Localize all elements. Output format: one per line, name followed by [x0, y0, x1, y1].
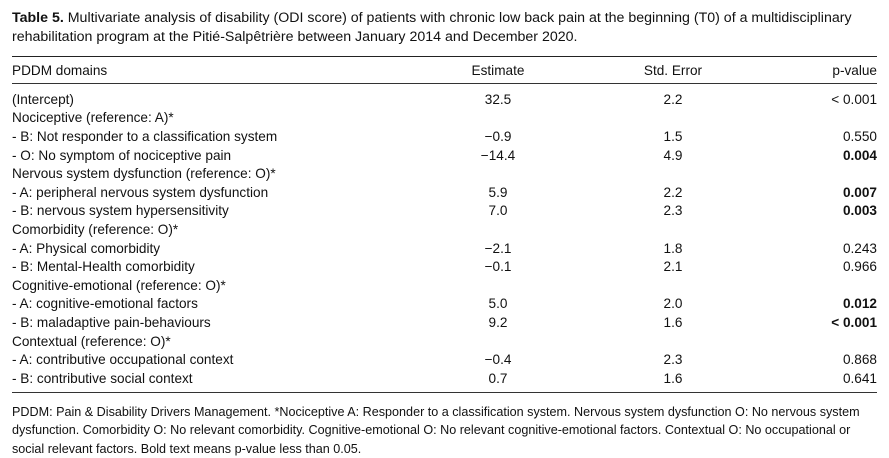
- row-estimate: [416, 109, 580, 128]
- row-estimate: [416, 220, 580, 239]
- table-row: - O: No symptom of nociceptive pain −14.4…: [12, 146, 877, 165]
- table-footnote: PDDM: Pain & Disability Drivers Manageme…: [12, 404, 860, 456]
- row-std-error: 2.1: [663, 259, 683, 275]
- table-row: - A: contributive occupational context −0…: [12, 350, 877, 369]
- row-p-value: 0.004: [842, 147, 877, 163]
- row-p-value: 0.243: [842, 240, 877, 256]
- row-p-value: < 0.001: [831, 91, 877, 107]
- header-estimate: Estimate: [471, 62, 525, 78]
- results-table: PDDM domains Estimate Std. Error p-value: [12, 57, 877, 83]
- row-std-error: [580, 164, 766, 183]
- row-p-value: 0.868: [842, 352, 877, 368]
- header-row: PDDM domains Estimate Std. Error p-value: [12, 57, 877, 83]
- row-label: Nociceptive (reference: A)*: [12, 110, 174, 126]
- row-estimate: −0.9: [484, 128, 512, 144]
- row-std-error: 2.3: [663, 203, 683, 219]
- row-label: - B: contributive social context: [12, 370, 193, 386]
- table-row: - A: Physical comorbidity −2.1 1.8 0.243: [12, 239, 877, 258]
- header-p-value: p-value: [832, 62, 877, 78]
- row-estimate: [416, 164, 580, 183]
- row-label: Cognitive-emotional (reference: O)*: [12, 277, 226, 293]
- row-p-value: 0.012: [842, 296, 877, 312]
- row-estimate: 0.7: [488, 370, 508, 386]
- row-std-error: [580, 220, 766, 239]
- row-label: - A: cognitive-emotional factors: [12, 296, 198, 312]
- row-estimate: −0.1: [484, 259, 512, 275]
- row-label: - A: contributive occupational context: [12, 352, 234, 368]
- results-body: (Intercept) 32.5 2.2 < 0.001 Nociceptive (re…: [12, 84, 877, 388]
- row-label: Contextual (reference: O)*: [12, 333, 171, 349]
- row-label: - A: Physical comorbidity: [12, 240, 161, 256]
- header-rule: [12, 83, 877, 84]
- row-label: Nervous system dysfunction (reference: O…: [12, 166, 276, 182]
- table-row: Nervous system dysfunction (reference: O…: [12, 164, 877, 183]
- row-p-value: 0.550: [842, 128, 877, 144]
- row-estimate: 9.2: [488, 314, 508, 330]
- bottom-rule: [12, 391, 877, 393]
- table-row: - B: Not responder to a classification s…: [12, 127, 877, 146]
- row-p-value: 0.007: [842, 184, 877, 200]
- row-estimate: 5.9: [488, 184, 508, 200]
- row-estimate: −2.1: [484, 240, 512, 256]
- caption-text: Multivariate analysis of disability (ODI…: [12, 10, 852, 45]
- row-estimate: 5.0: [488, 296, 508, 312]
- table-row: - B: contributive social context 0.7 1.6 0.…: [12, 369, 877, 388]
- table-row: (Intercept) 32.5 2.2 < 0.001: [12, 90, 877, 109]
- row-std-error: 1.5: [663, 128, 683, 144]
- row-label: - B: nervous system hypersensitivity: [12, 203, 229, 219]
- row-label: - B: Not responder to a classification s…: [12, 128, 278, 144]
- table-row: Contextual (reference: O)*: [12, 332, 877, 351]
- row-estimate: −14.4: [480, 147, 516, 163]
- row-p-value: 0.003: [842, 203, 877, 219]
- row-std-error: 1.6: [663, 314, 683, 330]
- row-std-error: 2.2: [663, 184, 683, 200]
- row-p-value: [766, 220, 877, 239]
- table-row: - B: nervous system hypersensitivity 7.0 2…: [12, 202, 877, 221]
- row-estimate: [416, 276, 580, 295]
- row-estimate: 7.0: [488, 203, 508, 219]
- row-p-value: [766, 109, 877, 128]
- table-row: Comorbidity (reference: O)*: [12, 220, 877, 239]
- row-std-error: 2.3: [663, 352, 683, 368]
- table-row: Nociceptive (reference: A)*: [12, 109, 877, 128]
- row-p-value: 0.641: [842, 370, 877, 386]
- row-std-error: 2.2: [663, 91, 683, 107]
- table-row: - A: cognitive-emotional factors 5.0 2.0 0.…: [12, 295, 877, 314]
- row-label: - A: peripheral nervous system dysfuncti…: [12, 184, 269, 200]
- table-row: - A: peripheral nervous system dysfuncti…: [12, 183, 877, 202]
- row-label: Comorbidity (reference: O)*: [12, 221, 179, 237]
- row-std-error: [580, 332, 766, 351]
- caption-label: Table 5.: [12, 10, 64, 26]
- table-row: - B: Mental-Health comorbidity −0.1 2.1 0.9…: [12, 257, 877, 276]
- table-caption: Table 5. Multivariate analysis of disabi…: [12, 9, 877, 47]
- row-estimate: −0.4: [484, 352, 512, 368]
- row-std-error: 1.6: [663, 370, 683, 386]
- row-p-value: < 0.001: [831, 314, 877, 330]
- header-std-error: Std. Error: [643, 62, 703, 78]
- row-label: - O: No symptom of nociceptive pain: [12, 147, 232, 163]
- row-p-value: [766, 332, 877, 351]
- row-p-value: [766, 276, 877, 295]
- row-std-error: 4.9: [663, 147, 683, 163]
- row-std-error: 2.0: [663, 296, 683, 312]
- table-row: - B: maladaptive pain-behaviours 9.2 1.6 < …: [12, 313, 877, 332]
- row-label: (Intercept): [12, 91, 74, 107]
- row-std-error: [580, 276, 766, 295]
- row-p-value: 0.966: [842, 259, 877, 275]
- top-rule: [12, 56, 877, 57]
- table-row: Cognitive-emotional (reference: O)*: [12, 276, 877, 295]
- row-label: - B: maladaptive pain-behaviours: [12, 314, 211, 330]
- row-p-value: [766, 164, 877, 183]
- row-estimate: [416, 332, 580, 351]
- row-std-error: [580, 109, 766, 128]
- row-estimate: 32.5: [484, 91, 512, 107]
- header-domains: PDDM domains: [12, 62, 108, 78]
- row-std-error: 1.8: [663, 240, 683, 256]
- row-label: - B: Mental-Health comorbidity: [12, 259, 195, 275]
